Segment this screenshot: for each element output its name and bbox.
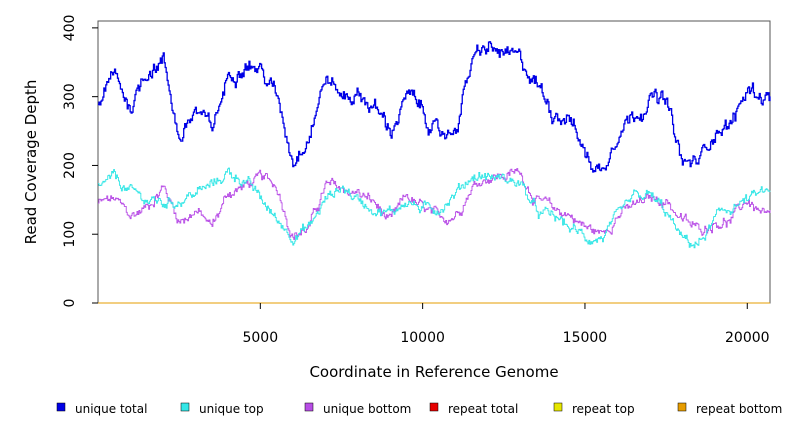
legend-label: unique bottom	[323, 402, 411, 416]
legend-swatch	[553, 402, 563, 412]
legend-label: repeat top	[572, 402, 635, 416]
legend-swatch	[677, 402, 687, 412]
series-line-unique-total	[98, 41, 771, 173]
y-tick-label: 400	[62, 15, 78, 42]
legend-swatch	[180, 402, 190, 412]
y-tick-label: 200	[62, 152, 78, 179]
x-tick-label: 5000	[242, 330, 278, 346]
legend: unique total unique top unique bottom repea…	[56, 402, 782, 416]
legend-label: repeat total	[448, 402, 518, 416]
legend-swatch	[56, 402, 66, 412]
legend-swatch	[304, 402, 314, 412]
legend-swatch	[429, 402, 439, 412]
y-tick-label: 300	[62, 83, 78, 110]
x-tick-label: 15000	[563, 330, 608, 346]
y-axis: 0 100 200 300 400	[62, 15, 98, 308]
y-axis-label: Read Coverage Depth	[22, 80, 40, 245]
y-tick-label: 100	[62, 221, 78, 248]
series-line-unique-top	[98, 167, 771, 249]
legend-label: repeat bottom	[696, 402, 782, 416]
y-tick-label: 0	[62, 299, 78, 308]
series-group	[98, 41, 771, 304]
x-tick-label: 10000	[400, 330, 445, 346]
x-tick-label: 20000	[725, 330, 770, 346]
legend-label: unique total	[75, 402, 147, 416]
legend-label: unique top	[199, 402, 264, 416]
x-axis: 5000 10000 15000 20000	[242, 303, 770, 346]
x-axis-label: Coordinate in Reference Genome	[309, 363, 558, 381]
